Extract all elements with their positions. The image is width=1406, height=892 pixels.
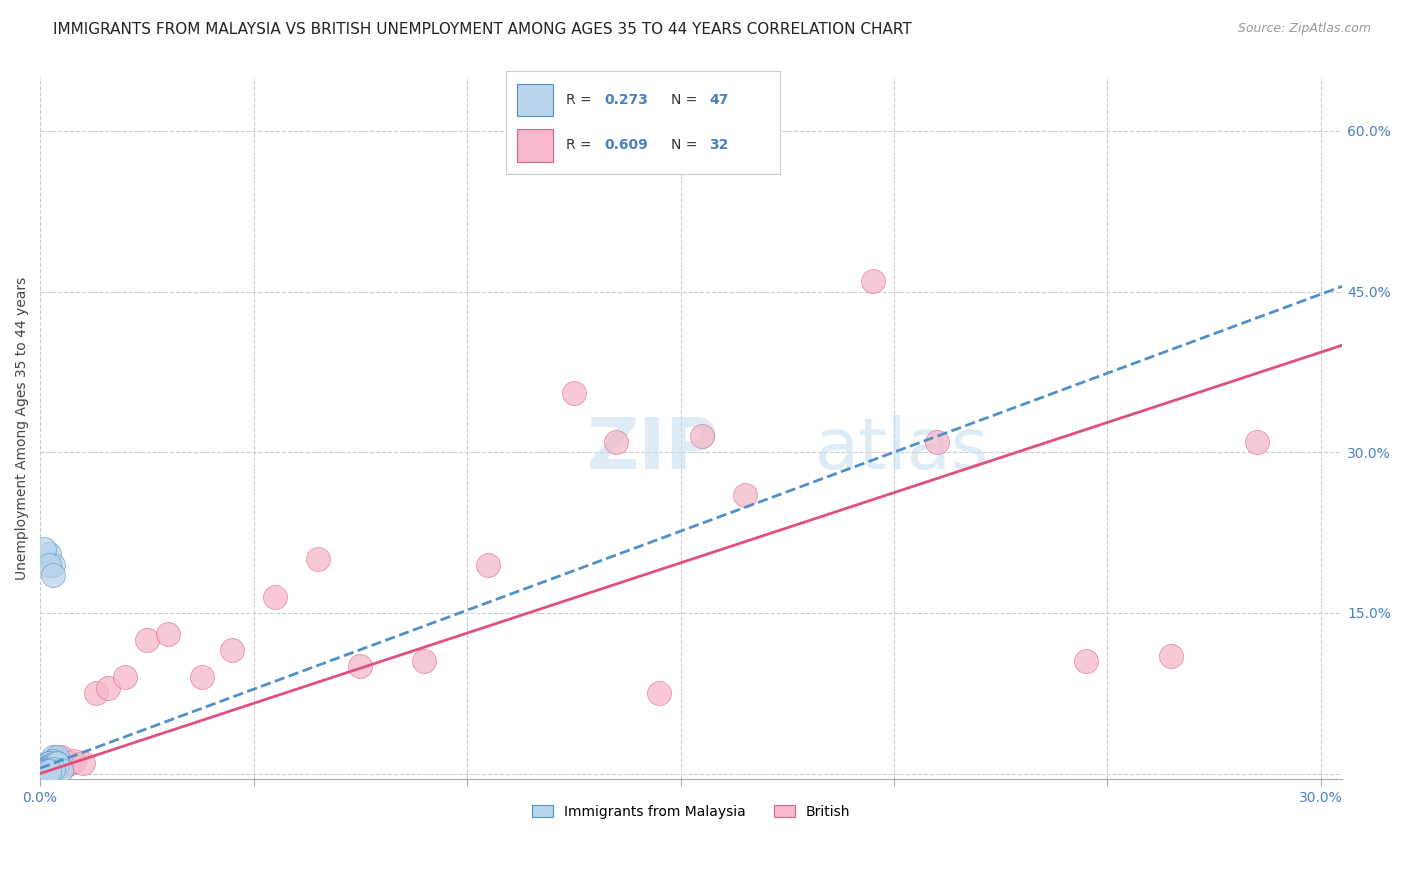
Point [34,762,56,776]
Point [34,764,56,779]
Point [42,764,65,779]
Point [34,765,56,780]
Point [46,756,69,771]
Point [157,627,180,641]
Point [38,758,60,772]
Point [38,762,60,776]
Point [42,754,65,768]
Text: 0.609: 0.609 [605,138,648,153]
Point [734,488,756,502]
Point [42,758,65,772]
Point [84,686,107,700]
Point [72,756,94,770]
Point [38,764,60,778]
Point [51,764,73,778]
Point [264,590,287,604]
Point [114,670,136,684]
Point [605,434,627,449]
Point [34,541,56,556]
Point [38,756,60,770]
Point [34,764,56,778]
Point [46,751,69,765]
Point [51,750,73,764]
Point [349,659,371,673]
Point [46,754,69,768]
Text: N =: N = [671,138,702,153]
Point [42,759,65,773]
Text: R =: R = [567,93,596,107]
Point [38,756,60,770]
Text: 32: 32 [709,138,728,153]
Point [42,754,65,768]
Point [38,558,60,572]
Point [477,558,499,572]
Point [38,758,60,772]
Point [59,756,82,770]
Point [38,759,60,773]
Point [690,429,713,443]
Point [55,758,77,772]
Text: Source: ZipAtlas.com: Source: ZipAtlas.com [1237,22,1371,36]
Point [34,761,56,775]
Point [38,760,60,774]
Text: atlas: atlas [815,415,990,483]
Point [862,274,884,288]
Point [307,552,329,566]
Point [1074,654,1097,668]
Point [38,761,60,775]
Point [46,758,69,772]
Point [413,654,436,668]
Point [38,756,60,770]
Point [42,762,65,776]
Point [135,632,157,647]
Point [38,761,60,775]
Point [42,760,65,774]
Y-axis label: Unemployment Among Ages 35 to 44 years: Unemployment Among Ages 35 to 44 years [15,277,30,580]
Point [63,754,86,768]
Point [1246,434,1268,449]
Legend: Immigrants from Malaysia, British: Immigrants from Malaysia, British [527,799,856,824]
Point [191,670,214,684]
Point [1160,648,1182,663]
FancyBboxPatch shape [517,84,553,117]
Point [46,750,69,764]
Text: N =: N = [671,93,702,107]
Point [38,760,60,774]
Point [38,765,60,780]
FancyBboxPatch shape [517,128,553,161]
Point [42,756,65,771]
Point [38,764,60,779]
Point [34,764,56,779]
Point [648,686,671,700]
Point [42,756,65,770]
Point [97,681,120,695]
Point [42,756,65,770]
Point [42,558,65,572]
Point [46,756,69,770]
Point [42,750,65,764]
Point [925,434,948,449]
Point [46,758,69,772]
Point [46,756,69,770]
Point [34,758,56,772]
Text: IMMIGRANTS FROM MALAYSIA VS BRITISH UNEMPLOYMENT AMONG AGES 35 TO 44 YEARS CORRE: IMMIGRANTS FROM MALAYSIA VS BRITISH UNEM… [53,22,912,37]
Point [46,754,69,768]
Point [562,386,585,401]
Point [42,754,65,768]
Point [38,547,60,561]
Text: 0.273: 0.273 [605,93,648,107]
Point [42,756,65,770]
Point [34,762,56,776]
Point [34,764,56,778]
Point [34,761,56,775]
Text: ZIP: ZIP [588,415,720,483]
Point [42,568,65,582]
Point [221,643,243,657]
Text: R =: R = [567,138,596,153]
Text: 47: 47 [709,93,728,107]
